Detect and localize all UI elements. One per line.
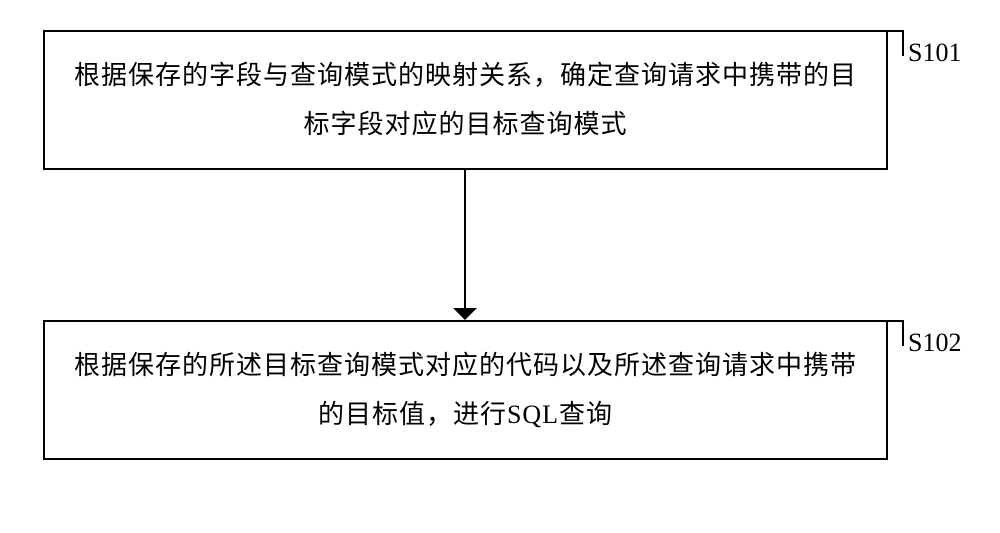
node-label-connector [888, 30, 904, 56]
step-label-s102: S102 [908, 328, 961, 358]
step-label-s101: S101 [908, 38, 961, 68]
flowchart-canvas: 根据保存的字段与查询模式的映射关系，确定查询请求中携带的目标字段对应的目标查询模… [0, 0, 1000, 533]
arrowhead-down-icon [453, 308, 477, 320]
flowchart-node-s102: 根据保存的所述目标查询模式对应的代码以及所述查询请求中携带的目标值，进行SQL查… [43, 320, 888, 460]
node-label-connector [888, 320, 904, 346]
node-text: 根据保存的字段与查询模式的映射关系，确定查询请求中携带的目标字段对应的目标查询模… [73, 51, 858, 150]
node-text: 根据保存的所述目标查询模式对应的代码以及所述查询请求中携带的目标值，进行SQL查… [73, 341, 858, 440]
flowchart-edge [464, 170, 466, 308]
flowchart-node-s101: 根据保存的字段与查询模式的映射关系，确定查询请求中携带的目标字段对应的目标查询模… [43, 30, 888, 170]
